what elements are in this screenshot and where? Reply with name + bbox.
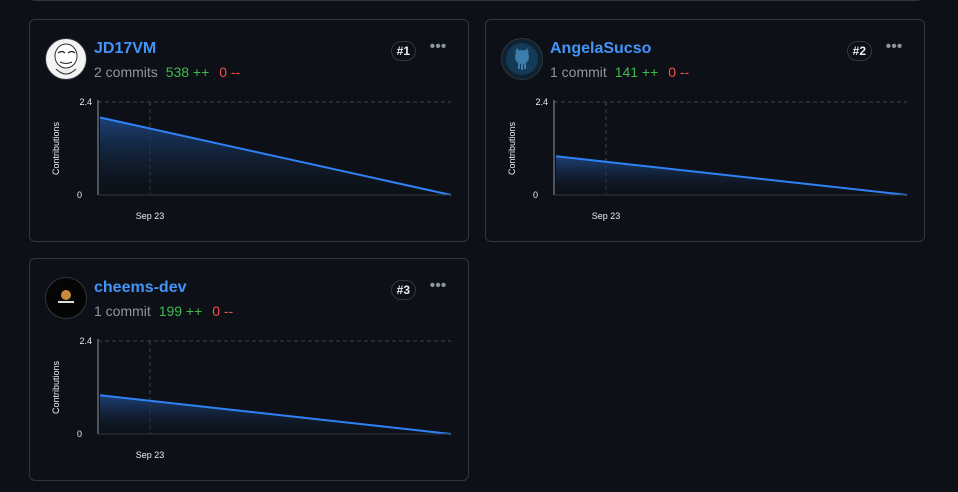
additions-count: 199 ++ <box>158 303 203 319</box>
more-options-icon[interactable]: ••• <box>429 38 447 55</box>
contributions-line <box>99 394 452 435</box>
contributor-name-link[interactable]: AngelaSucso <box>550 40 652 57</box>
more-options-icon[interactable]: ••• <box>429 277 447 294</box>
avatar[interactable] <box>45 277 87 319</box>
y-axis-title: Contributions <box>51 360 61 414</box>
contributor-card: cheems-dev 1 commit 199 ++ 0 -- #3 ••• 2… <box>29 258 469 481</box>
avatar[interactable] <box>501 38 543 80</box>
commit-count-link[interactable]: 1 commit <box>94 303 151 319</box>
additions-count: 538 ++ <box>165 64 210 80</box>
deletions-count: 0 -- <box>212 303 234 319</box>
commit-count-link[interactable]: 1 commit <box>550 64 607 80</box>
meme-face-icon <box>54 43 78 75</box>
x-tick-label: Sep 23 <box>136 211 165 221</box>
contributions-chart: 2.4 0 Sep 23 Contributions <box>507 97 908 221</box>
additions-count: 141 ++ <box>614 64 659 80</box>
more-options-icon[interactable]: ••• <box>885 38 903 55</box>
commit-count-link[interactable]: 2 commits <box>94 64 158 80</box>
y-tick-label: 0 <box>77 429 82 439</box>
contributions-line <box>555 155 908 196</box>
contributions-chart: 2.4 0 Sep 23 Contributions <box>51 336 452 460</box>
github-octocat-icon <box>506 43 538 75</box>
y-tick-label: 2.4 <box>79 97 92 107</box>
deletions-count: 0 -- <box>668 64 690 80</box>
rank-badge: #1 <box>390 41 416 61</box>
y-axis-title: Contributions <box>507 121 517 175</box>
y-tick-label: 2.4 <box>535 97 548 107</box>
avatar[interactable] <box>45 38 87 80</box>
contributor-stats: 1 commit 141 ++ 0 -- <box>550 64 689 80</box>
contributor-name-link[interactable]: cheems-dev <box>94 279 187 296</box>
contributor-name-link[interactable]: JD17VM <box>94 40 157 57</box>
y-tick-label: 2.4 <box>79 336 92 346</box>
contributor-stats: 1 commit 199 ++ 0 -- <box>94 303 233 319</box>
contributor-card: JD17VM 2 commits 538 ++ 0 -- #1 ••• 2.4 0… <box>29 19 469 242</box>
x-tick-label: Sep 23 <box>136 450 165 460</box>
rank-badge: #2 <box>846 41 872 61</box>
deletions-count: 0 -- <box>219 64 241 80</box>
y-axis-title: Contributions <box>51 121 61 175</box>
contributor-stats: 2 commits 538 ++ 0 -- <box>94 64 240 80</box>
y-tick-label: 0 <box>533 190 538 200</box>
x-tick-label: Sep 23 <box>592 211 621 221</box>
contributions-chart: 2.4 0 Sep 23 Contributions <box>51 97 452 221</box>
rank-badge: #3 <box>390 280 416 300</box>
cheems-doge-icon <box>47 279 85 317</box>
previous-panel-edge <box>29 0 923 1</box>
y-tick-label: 0 <box>77 190 82 200</box>
contributor-card: AngelaSucso 1 commit 141 ++ 0 -- #2 ••• … <box>485 19 925 242</box>
contributions-line <box>99 116 452 196</box>
